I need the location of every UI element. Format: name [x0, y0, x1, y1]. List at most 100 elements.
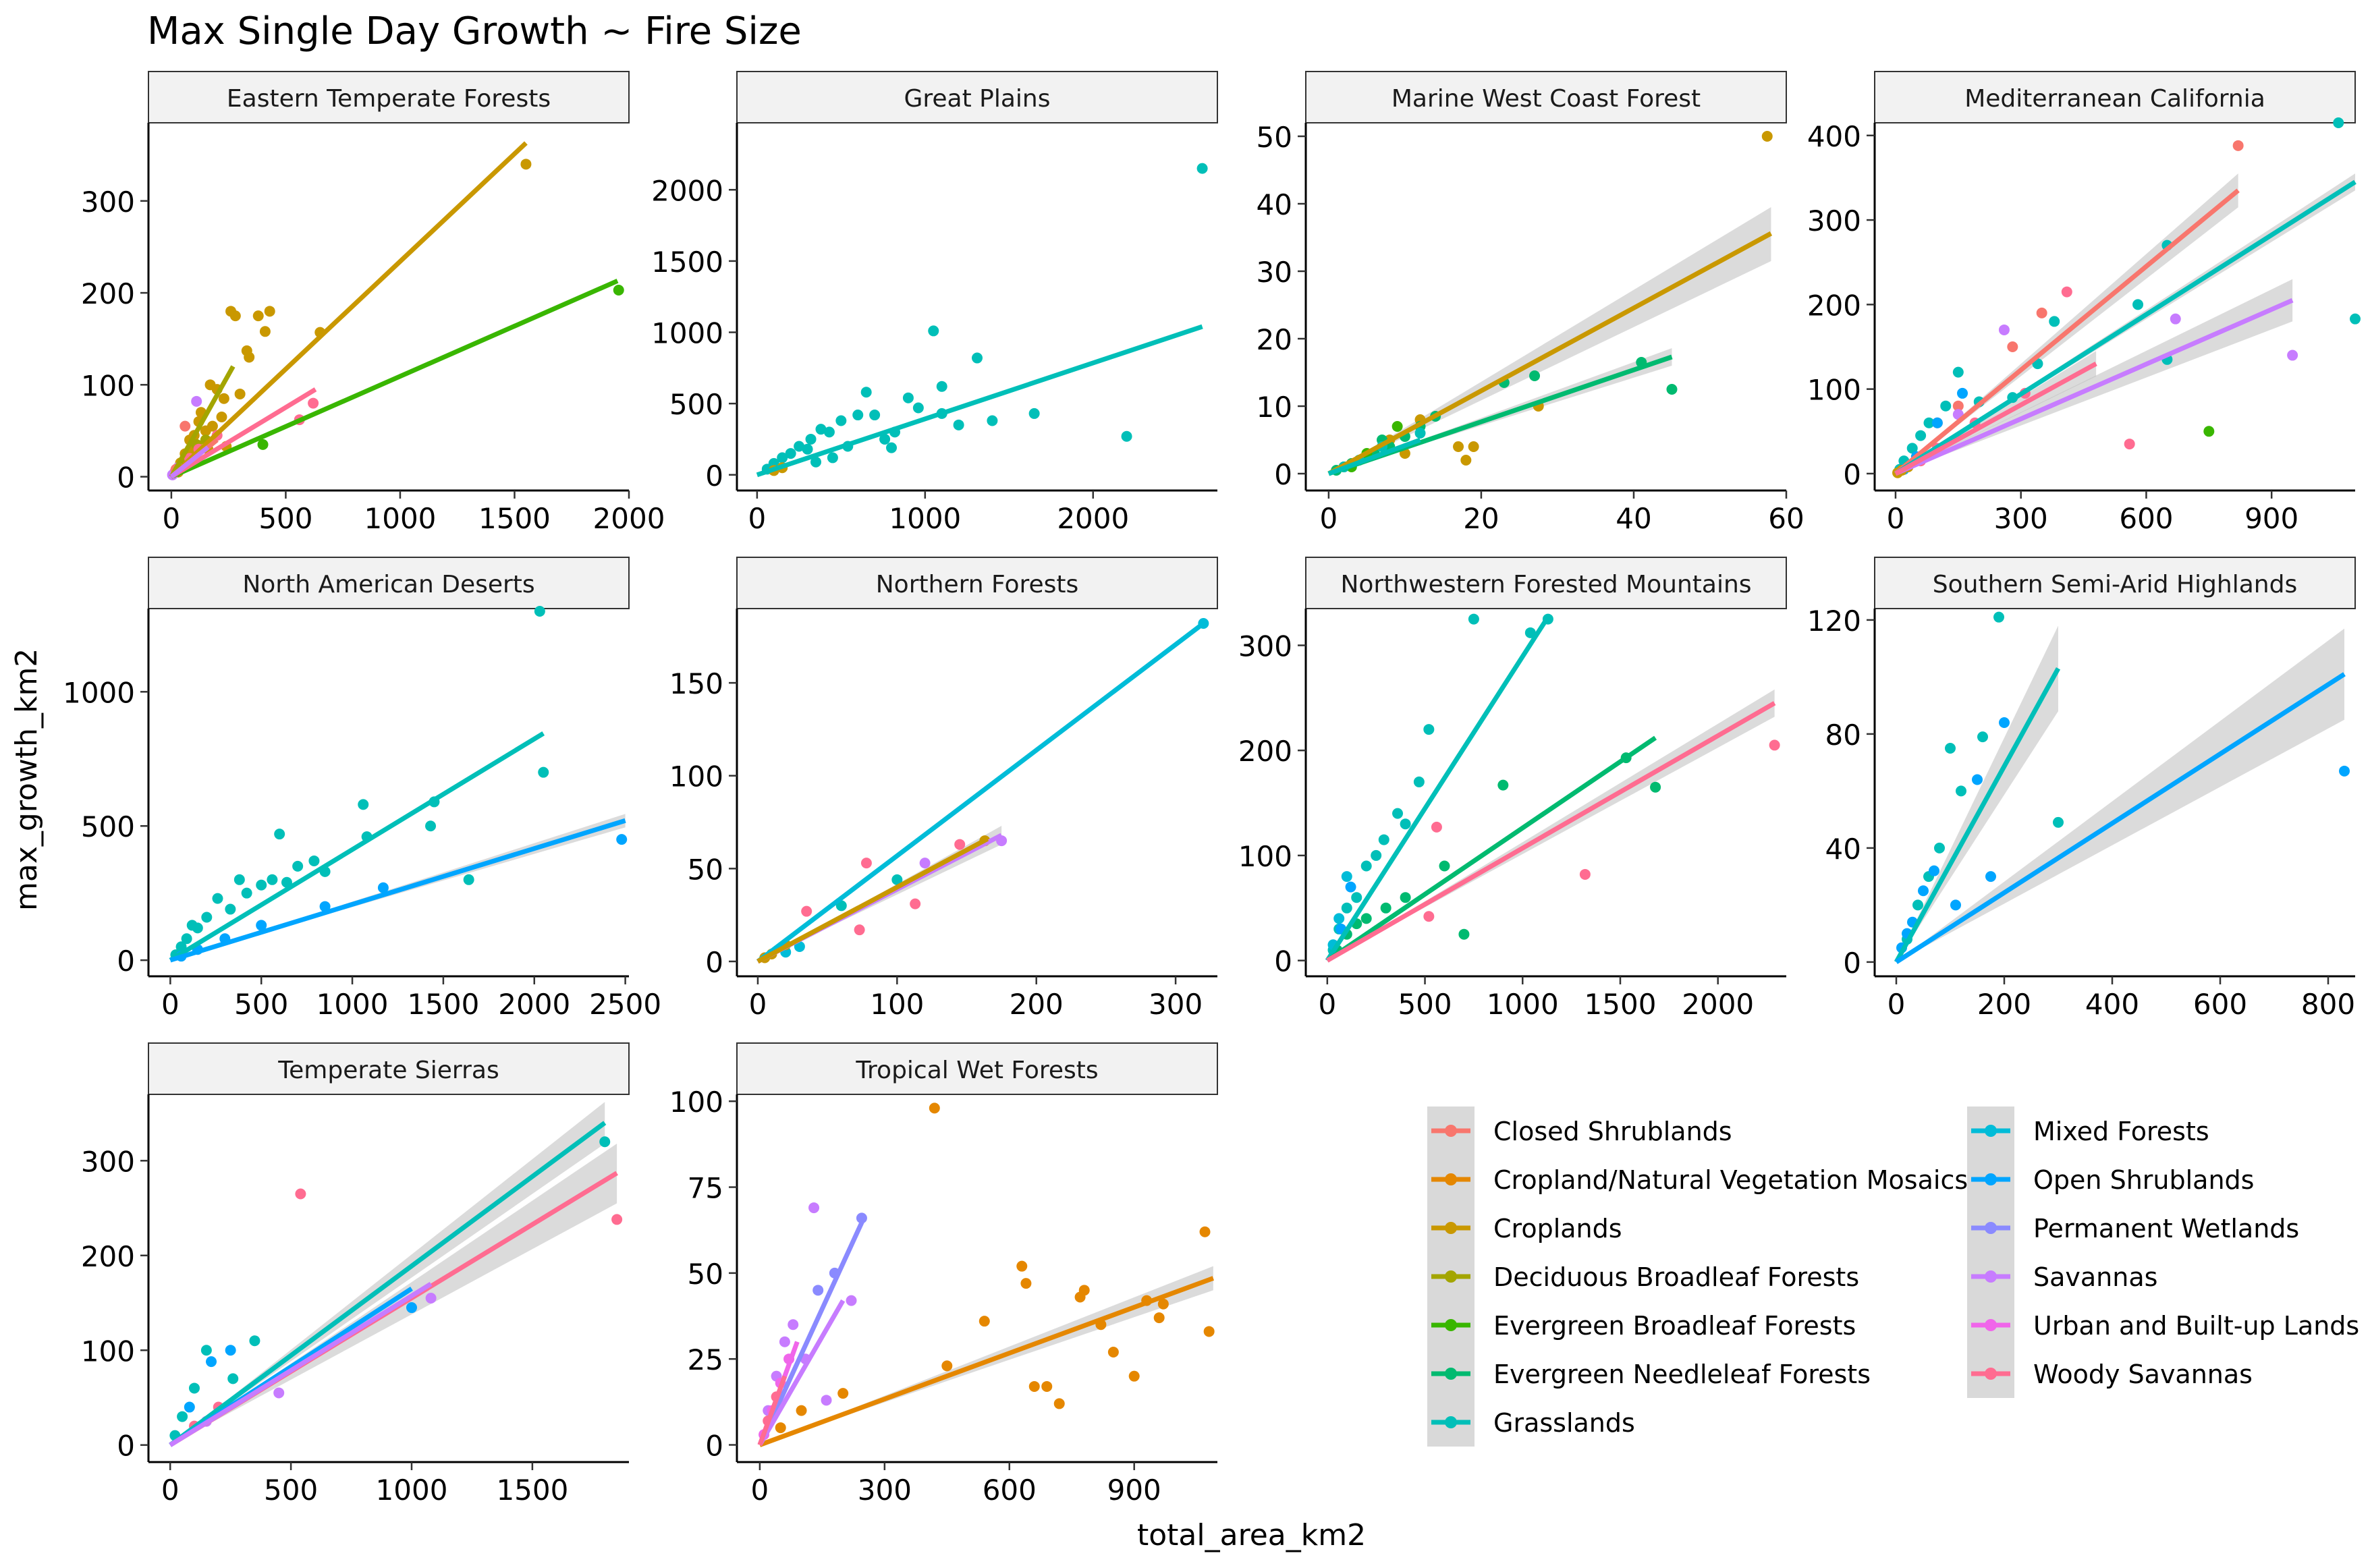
legend-label-mixed-forests: Mixed Forests: [2033, 1117, 2209, 1146]
fit-line-northern-forests-croplands: [756, 837, 989, 964]
chart-title: Max Single Day Growth ~ Fire Size: [147, 9, 802, 53]
data-point-northern-forests-savannas: [919, 858, 931, 869]
x-tick-label-north-american-deserts: 1000: [316, 988, 389, 1021]
data-point-marine-west-coast-forest-croplands: [1460, 455, 1472, 466]
data-point-great-plains-grasslands: [827, 452, 838, 464]
data-point-tropical-wet-forests-savannas: [788, 1319, 799, 1331]
legend-label-open-shrublands: Open Shrublands: [2033, 1165, 2254, 1195]
fit-line-eastern-temperate-forests-croplands: [169, 141, 528, 479]
data-point-southern-semi-arid-highlands-open-shrublands: [1972, 774, 1983, 785]
facet-title-marine-west-coast-forest: Marine West Coast Forest: [1391, 85, 1701, 113]
data-point-great-plains-grasslands: [802, 443, 813, 455]
data-point-southern-semi-arid-highlands-open-shrublands: [1950, 899, 1961, 911]
data-point-north-american-deserts-grasslands: [225, 903, 236, 915]
data-point-mediterranean-california-grasslands: [1923, 417, 1935, 428]
fit-line-tropical-wet-forests-permanent-wetlands: [757, 1216, 866, 1446]
y-tick-label-mediterranean-california: 100: [1807, 374, 1861, 407]
y-tick-label-marine-west-coast-forest: 20: [1257, 323, 1292, 356]
data-point-great-plains-grasslands: [852, 410, 864, 421]
data-point-temperate-sierras-grasslands: [188, 1382, 200, 1394]
x-tick-label-northern-forests: 200: [1010, 988, 1064, 1021]
data-point-mediterranean-california-savannas: [1998, 324, 2010, 335]
facet-strip-marine-west-coast-forest: [1305, 71, 1787, 123]
data-point-mediterranean-california-open-shrublands: [1957, 387, 1968, 399]
data-point-great-plains-grasslands: [972, 352, 983, 364]
data-point-eastern-temperate-forests-evergreen-broadleaf-forests: [613, 284, 624, 296]
x-tick-label-north-american-deserts: 0: [161, 988, 180, 1021]
y-tick-label-southern-semi-arid-highlands: 120: [1807, 605, 1861, 638]
data-point-tropical-wet-forests-cropland-natural-vegetation-mosaics: [1153, 1312, 1165, 1324]
data-point-eastern-temperate-forests-croplands: [264, 306, 275, 317]
data-point-mediterranean-california-grasslands: [2333, 117, 2344, 128]
facet-title-eastern-temperate-forests: Eastern Temperate Forests: [227, 85, 551, 113]
x-tick-label-eastern-temperate-forests: 1500: [478, 502, 551, 535]
legend-key-point-deciduous-broadleaf-forests: [1445, 1270, 1457, 1283]
legend-key-point-permanent-wetlands: [1985, 1222, 1997, 1234]
data-point-tropical-wet-forests-cropland-natural-vegetation-mosaics: [1074, 1291, 1086, 1303]
fit-line-eastern-temperate-forests-deciduous-broadleaf-forests: [169, 365, 236, 478]
data-point-northwestern-forested-mountains-open-shrublands: [1345, 881, 1356, 893]
facet-strip-eastern-temperate-forests: [148, 71, 630, 123]
confidence-band-northern-forests-savannas: [757, 826, 1002, 961]
data-point-great-plains-grasslands: [805, 433, 817, 445]
data-point-great-plains-grasslands: [886, 442, 898, 453]
data-point-north-american-deserts-grasslands: [534, 605, 545, 617]
x-tick-label-northwestern-forested-mountains: 0: [1318, 988, 1336, 1021]
data-point-northwestern-forested-mountains-evergreen-needleleaf-forests: [1497, 779, 1509, 791]
data-point-tropical-wet-forests-cropland-natural-vegetation-mosaics: [929, 1102, 940, 1114]
legend-key-point-open-shrublands: [1985, 1173, 1997, 1185]
data-point-mediterranean-california-closed-shrublands: [1952, 400, 1964, 412]
data-point-north-american-deserts-open-shrublands: [319, 901, 331, 912]
data-point-temperate-sierras-woody-savannas: [295, 1188, 306, 1200]
data-point-mediterranean-california-grasslands: [1906, 443, 1918, 454]
y-tick-label-northwestern-forested-mountains: 300: [1238, 630, 1292, 663]
y-tick-label-mediterranean-california: 200: [1807, 289, 1861, 322]
data-point-mediterranean-california-evergreen-broadleaf-forests: [2203, 426, 2215, 437]
data-point-southern-semi-arid-highlands-grasslands: [1977, 731, 1988, 743]
data-point-north-american-deserts-grasslands: [241, 887, 252, 899]
data-point-great-plains-grasslands: [777, 452, 788, 464]
fit-line-southern-semi-arid-highlands-open-shrublands: [1895, 672, 2346, 964]
data-point-great-plains-grasslands: [860, 387, 872, 398]
data-point-tropical-wet-forests-cropland-natural-vegetation-mosaics: [1020, 1278, 1032, 1289]
legend-key-point-evergreen-broadleaf-forests: [1445, 1319, 1457, 1331]
facet-title-mediterranean-california: Mediterranean California: [1964, 85, 2265, 113]
data-point-great-plains-grasslands: [879, 433, 891, 445]
fit-line-eastern-temperate-forests-evergreen-broadleaf-forests: [170, 279, 619, 479]
data-point-eastern-temperate-forests-croplands: [252, 310, 264, 322]
data-point-mediterranean-california-closed-shrublands: [2007, 341, 2018, 353]
data-point-tropical-wet-forests-cropland-natural-vegetation-mosaics: [1028, 1380, 1040, 1392]
data-point-northwestern-forested-mountains-grasslands: [1468, 613, 1479, 625]
data-point-northwestern-forested-mountains-grasslands: [1524, 627, 1536, 638]
x-tick-label-tropical-wet-forests: 900: [1107, 1474, 1161, 1507]
data-point-great-plains-grasslands: [815, 424, 827, 435]
y-tick-label-temperate-sierras: 0: [117, 1430, 135, 1463]
data-point-southern-semi-arid-highlands-grasslands: [1993, 611, 2004, 623]
y-tick-label-mediterranean-california: 400: [1807, 120, 1861, 153]
data-point-tropical-wet-forests-cropland-natural-vegetation-mosaics: [1016, 1260, 1028, 1272]
fit-line-mediterranean-california-grasslands: [1894, 179, 2357, 476]
data-point-north-american-deserts-grasslands: [186, 920, 198, 931]
legend-key-point-woody-savannas: [1985, 1368, 1997, 1380]
data-point-great-plains-grasslands: [912, 402, 924, 414]
y-tick-label-temperate-sierras: 300: [81, 1145, 135, 1178]
data-point-marine-west-coast-forest-grasslands: [1414, 428, 1426, 439]
data-point-north-american-deserts-open-shrublands: [256, 920, 267, 931]
y-tick-label-marine-west-coast-forest: 30: [1257, 256, 1292, 289]
x-tick-label-northern-forests: 0: [749, 988, 767, 1021]
data-point-tropical-wet-forests-cropland-natural-vegetation-mosaics: [1107, 1347, 1119, 1358]
data-point-northern-forests-mixed-forests: [794, 941, 805, 952]
legend-key-point-urban-and-built-up-lands: [1985, 1319, 1997, 1331]
data-point-mediterranean-california-grasslands: [2132, 299, 2144, 310]
fit-line-eastern-temperate-forests-savannas: [169, 445, 210, 479]
y-tick-label-northern-forests: 50: [688, 853, 723, 886]
x-tick-label-southern-semi-arid-highlands: 400: [2085, 988, 2139, 1021]
y-tick-label-northwestern-forested-mountains: 0: [1274, 945, 1292, 978]
x-tick-label-eastern-temperate-forests: 1000: [364, 502, 437, 535]
y-tick-label-northern-forests: 150: [669, 667, 723, 700]
confidence-band-mediterranean-california-grasslands: [1895, 173, 2355, 474]
data-point-mediterranean-california-savannas: [2170, 313, 2181, 325]
data-point-eastern-temperate-forests-savannas: [191, 395, 202, 407]
data-point-north-american-deserts-grasslands: [233, 874, 245, 885]
